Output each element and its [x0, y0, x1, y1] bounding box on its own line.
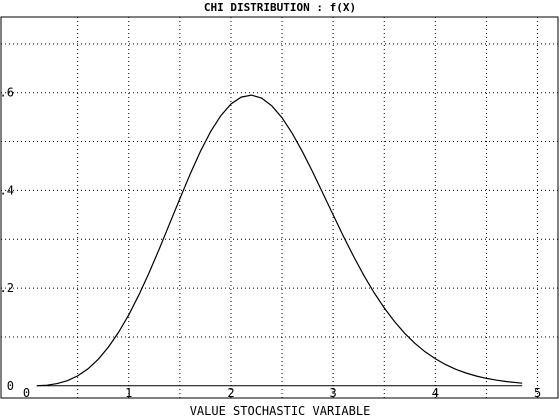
y-tick-label-0: 0	[7, 379, 14, 393]
tick-labels: 0 1 2 3 4 5 0 .2 .4 .6	[0, 86, 541, 400]
series-line-0	[36, 94, 523, 387]
y-tick-label-2: .4	[0, 183, 14, 197]
plot-marks	[36, 94, 523, 387]
y-tick-label-3: .6	[0, 86, 14, 100]
grid-lines	[1, 17, 558, 398]
x-tick-label-3: 3	[330, 386, 337, 400]
x-axis-label: VALUE STOCHASTIC VARIABLE	[190, 404, 371, 418]
x-tick-label-5: 5	[534, 386, 541, 400]
y-tick-label-1: .2	[0, 281, 14, 295]
plot-frame	[0, 16, 559, 399]
x-tick-label-4: 4	[432, 386, 439, 400]
x-tick-label-1: 1	[125, 386, 132, 400]
x-tick-label-2: 2	[227, 386, 234, 400]
chart-title: CHI DISTRIBUTION : f(X)	[204, 1, 356, 14]
x-tick-label-0: 0	[23, 386, 30, 400]
